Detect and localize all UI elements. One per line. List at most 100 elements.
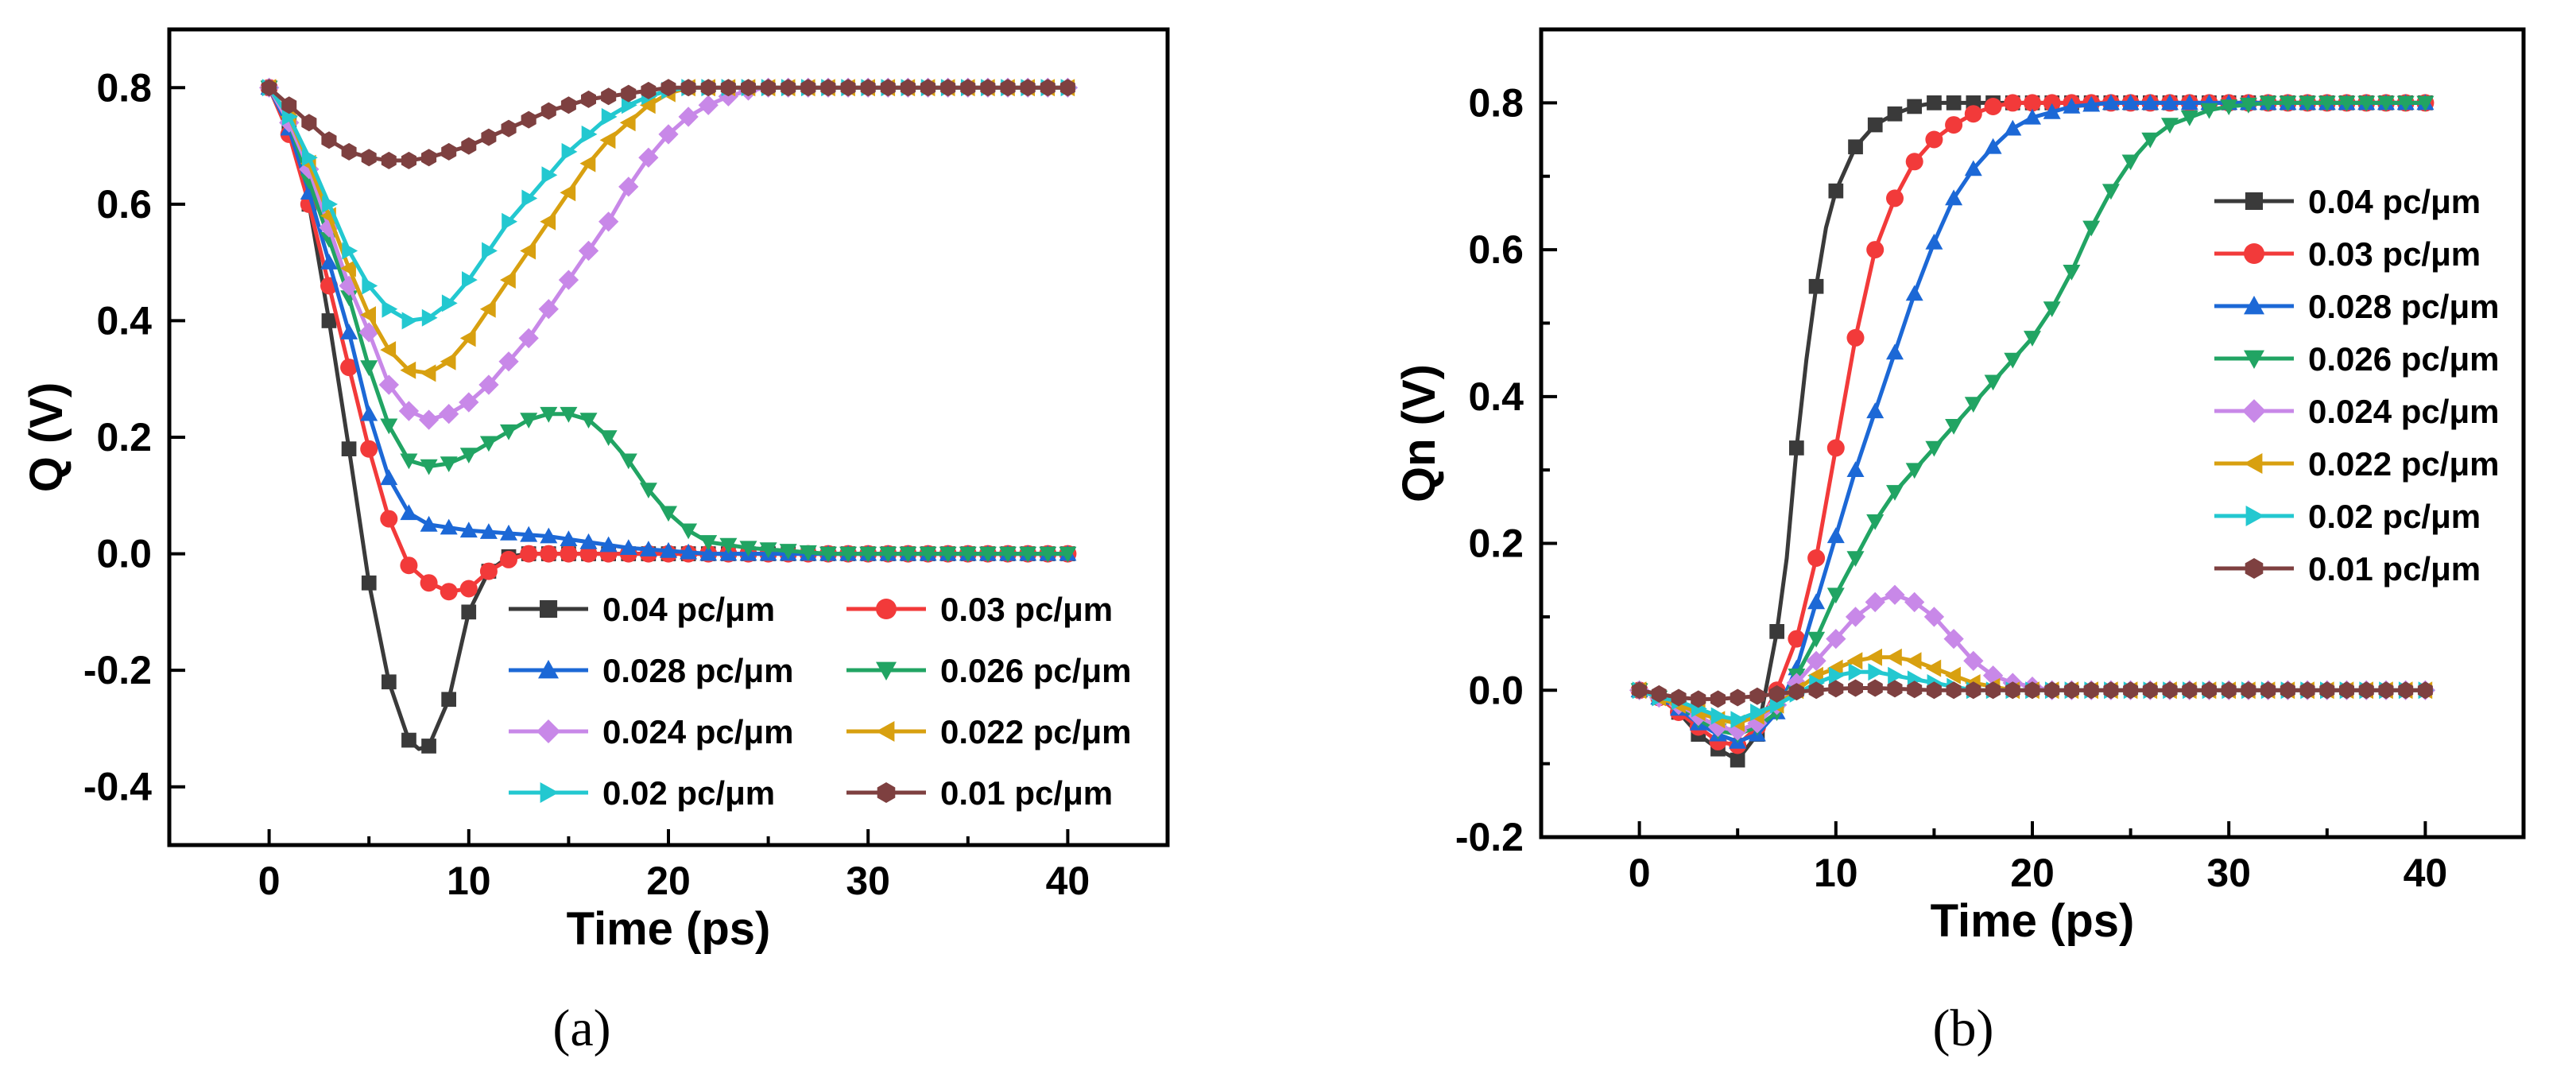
data-point <box>599 536 618 553</box>
data-point <box>1964 397 1982 413</box>
data-point <box>1905 652 1922 670</box>
legend-item: 0.03 pc/μm <box>846 591 1113 628</box>
data-point <box>2299 681 2315 700</box>
data-point <box>1750 704 1766 721</box>
legend-marker <box>538 660 559 679</box>
data-point <box>421 149 437 167</box>
x-tick-label: 20 <box>646 859 691 903</box>
data-point <box>400 556 418 575</box>
data-point <box>1788 630 1806 648</box>
legend-item: 0.026 pc/μm <box>2214 340 2500 378</box>
data-point <box>700 79 716 97</box>
data-point <box>601 87 617 106</box>
data-point <box>561 142 578 161</box>
data-point <box>382 300 398 318</box>
data-point <box>581 125 598 143</box>
legend-marker <box>2245 558 2264 579</box>
x-tick-label: 0 <box>258 859 281 903</box>
data-point <box>920 79 936 97</box>
data-point <box>380 510 398 528</box>
data-point <box>1059 546 1077 563</box>
data-point <box>521 189 538 207</box>
legend: 0.04 pc/μm 0.03 pc/μm 0.028 pc/μm 0.026 pc/… <box>509 591 1132 812</box>
data-point <box>2044 681 2060 700</box>
data-point <box>1907 681 1923 699</box>
data-point <box>1730 752 1745 768</box>
legend-item: 0.02 pc/μm <box>509 774 775 812</box>
data-point <box>999 546 1017 563</box>
data-point <box>520 525 538 542</box>
series-line <box>267 85 1068 163</box>
data-point <box>560 184 576 202</box>
data-point <box>2024 108 2041 125</box>
data-point <box>360 306 376 324</box>
data-point <box>478 374 499 395</box>
series-line <box>1638 100 2426 747</box>
data-point <box>378 374 399 395</box>
data-point <box>1984 98 2002 115</box>
data-point <box>321 313 337 328</box>
data-point <box>541 166 558 184</box>
legend-marker <box>540 782 559 803</box>
data-point <box>2241 681 2256 700</box>
y-tick-label: 0.8 <box>96 65 152 110</box>
data-point <box>360 440 378 458</box>
data-point <box>2357 95 2376 112</box>
data-point <box>1886 648 1902 666</box>
data-point <box>599 430 618 446</box>
legend-marker <box>2244 350 2264 369</box>
data-point <box>520 242 536 260</box>
data-point <box>401 151 416 169</box>
legend-item: 0.01 pc/μm <box>846 774 1113 812</box>
data-point <box>1946 681 1962 700</box>
x-axis-title: Time (ps) <box>567 903 771 955</box>
y-tick-label: -0.2 <box>1455 815 1524 859</box>
data-point <box>1964 105 1982 123</box>
data-point <box>2103 681 2119 700</box>
data-point <box>680 79 696 97</box>
legend-marker <box>876 599 897 619</box>
data-point <box>421 739 436 754</box>
y-tick-label: 0.4 <box>1468 374 1524 419</box>
data-point <box>1788 683 1804 701</box>
series-line <box>267 87 1068 556</box>
data-point <box>2279 95 2297 112</box>
data-point <box>741 79 756 97</box>
data-point <box>619 114 636 132</box>
legend-label: 0.03 pc/μm <box>2308 235 2481 273</box>
data-point <box>2417 681 2433 700</box>
data-point <box>2396 95 2415 112</box>
data-point <box>1808 681 1824 700</box>
data-point <box>1807 549 1826 567</box>
data-point <box>441 294 458 312</box>
data-point <box>461 604 477 620</box>
data-point <box>579 545 598 563</box>
data-point <box>598 211 619 232</box>
data-point <box>1964 160 1982 176</box>
data-point <box>578 240 599 262</box>
data-point <box>341 441 357 456</box>
data-point <box>420 574 438 592</box>
panel-b: 0 10 20 30 40 -0.2 0.0 0.2 0.4 0.6 0.8 Time (ps) Qn … <box>1393 27 2526 1057</box>
legend-label: 0.026 pc/μm <box>940 652 1132 689</box>
data-point <box>1789 440 1804 456</box>
data-point <box>619 539 637 555</box>
data-point <box>1846 652 1863 670</box>
data-point <box>2024 681 2040 700</box>
data-point <box>1925 440 1943 457</box>
data-point <box>619 453 637 470</box>
data-point <box>819 546 837 563</box>
data-point <box>382 674 397 690</box>
legend-item: 0.04 pc/μm <box>2214 183 2481 220</box>
data-point <box>481 128 497 146</box>
data-point <box>840 79 856 97</box>
data-point <box>358 322 379 343</box>
data-point <box>2259 95 2277 112</box>
data-point <box>1730 711 1747 729</box>
x-tick-label: 30 <box>2206 851 2251 895</box>
data-point <box>1907 99 1922 114</box>
data-point <box>1848 679 1863 697</box>
data-point <box>2083 681 2099 700</box>
x-axis-title: Time (ps) <box>1931 895 2135 947</box>
data-point <box>960 79 976 97</box>
